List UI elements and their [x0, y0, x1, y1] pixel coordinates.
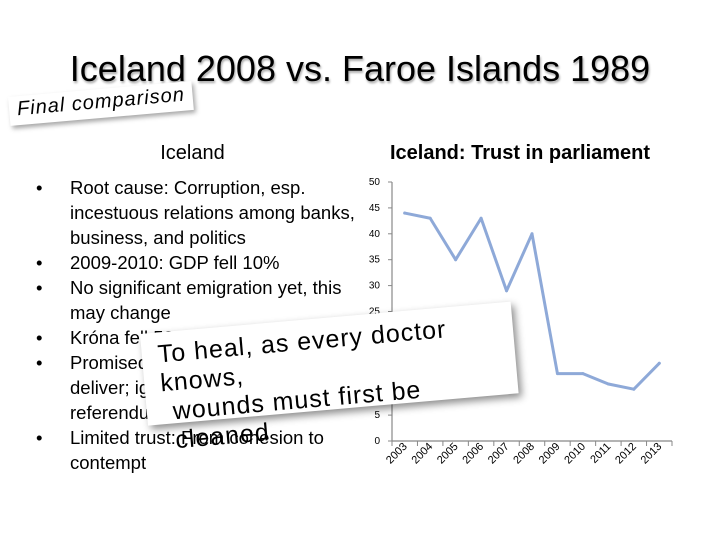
- data-point: [479, 216, 483, 220]
- y-tick-label: 0: [374, 436, 380, 447]
- left-column-heading: Iceland: [160, 142, 225, 164]
- data-point: [454, 258, 458, 262]
- y-tick-label: 30: [369, 281, 381, 292]
- x-tick-label: 2012: [613, 441, 639, 467]
- data-point: [581, 372, 585, 376]
- y-tick-label: 5: [374, 410, 380, 421]
- bullet-item: Root cause: Corruption, esp. incestuous …: [36, 175, 356, 250]
- data-point: [657, 361, 661, 365]
- data-point: [632, 387, 636, 391]
- y-tick-label: 35: [369, 255, 381, 266]
- x-tick-label: 2004: [410, 441, 436, 467]
- y-tick-label: 45: [369, 203, 381, 214]
- bullet-item: 2009-2010: GDP fell 10%: [36, 250, 356, 275]
- y-tick-label: 25: [369, 307, 381, 318]
- data-point: [505, 289, 509, 293]
- data-point: [555, 372, 559, 376]
- x-tick-label: 2009: [537, 441, 563, 467]
- x-tick-label: 2008: [511, 441, 537, 467]
- data-point: [403, 211, 407, 215]
- x-tick-label: 2003: [384, 441, 410, 467]
- x-tick-label: 2011: [588, 441, 613, 466]
- y-tick-label: 40: [369, 229, 381, 240]
- data-point: [606, 382, 610, 386]
- x-tick-label: 2006: [460, 441, 486, 467]
- y-tick-label: 50: [369, 177, 381, 188]
- bullet-item: No significant emigration yet, this may …: [36, 275, 356, 325]
- x-tick-label: 2013: [639, 441, 665, 467]
- data-point: [428, 216, 432, 220]
- data-point: [530, 232, 534, 236]
- slide-title: Iceland 2008 vs. Faroe Islands 1989: [69, 48, 651, 89]
- x-tick-label: 2010: [562, 441, 588, 467]
- x-tick-label: 2005: [435, 441, 461, 467]
- bullet-item: Limited trust: From cohesion to contempt: [36, 425, 356, 475]
- x-tick-label: 2007: [486, 441, 512, 467]
- chart-title: Iceland: Trust in parliament: [389, 142, 651, 164]
